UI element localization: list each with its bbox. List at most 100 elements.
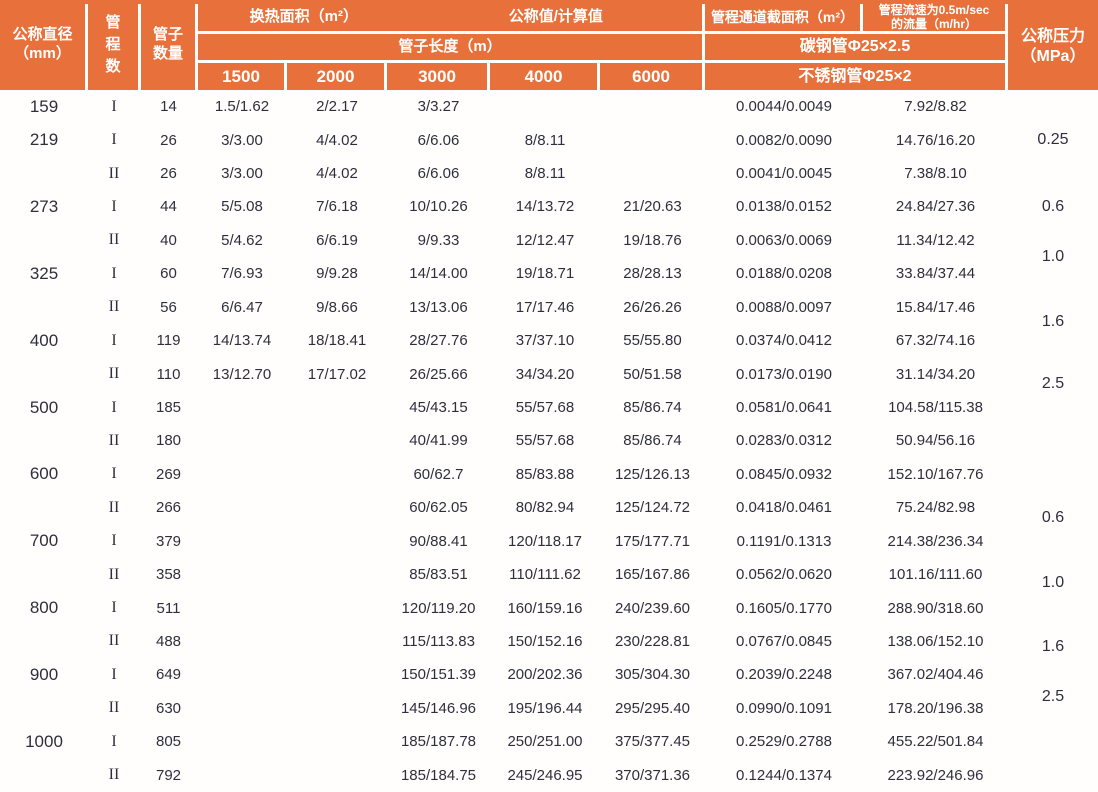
cell-diameter: 900 [29, 664, 59, 684]
cell-length-1500: 14/13.74 [212, 332, 272, 350]
cell-tube-count: 40 [160, 231, 177, 249]
cell-length-4000: 17/17.46 [515, 298, 575, 316]
cell-length-2000: 17/17.02 [307, 365, 367, 383]
cell-tube-count: 26 [160, 165, 177, 183]
cell-passes: II [108, 164, 120, 182]
cell-passes: II [108, 565, 120, 583]
cell-passes: I [111, 465, 117, 483]
cell-diameter: 325 [29, 263, 59, 283]
table-row: 400 I 119 14/13.74 18/18.41 28/27.76 37/… [0, 324, 1098, 357]
cell-length-6000: 370/371.36 [614, 766, 691, 784]
table-header: 公称直径 （mm） 管 程 数 管子 数量 换热面积（m²） 公称值/计算值 管… [0, 0, 1098, 90]
cell-tube-count: 358 [155, 566, 182, 584]
header-length-6000: 6000 [600, 63, 702, 90]
cell-length-4000: 195/196.44 [507, 699, 583, 717]
cell-tube-count: 60 [160, 265, 177, 283]
cell-flow: 31.14/34.20 [895, 365, 976, 383]
cell-cross-section: 0.0283/0.0312 [736, 432, 832, 450]
table-row: 500 I 185 45/43.15 55/57.68 85/86.74 0.0… [0, 391, 1098, 424]
cell-cross-section: 0.0188/0.0208 [736, 265, 832, 283]
cell-flow: 7.92/8.82 [904, 98, 967, 116]
cell-length-6000: 19/18.76 [623, 231, 682, 249]
cell-cross-section: 0.0044/0.0049 [736, 98, 832, 116]
table-row: II 40 5/4.62 6/6.19 9/9.33 12/12.47 19/1… [0, 224, 1098, 257]
cell-length-1500: 1.5/1.62 [214, 98, 270, 116]
cell-length-4000: 8/8.11 [524, 131, 566, 149]
cell-length-1500: 13/12.70 [212, 365, 272, 383]
cell-tube-count: 110 [156, 365, 181, 383]
cell-passes: I [111, 732, 117, 750]
cell-flow: 14.76/16.20 [895, 131, 976, 149]
table-row: 325 I 60 7/6.93 9/9.28 14/14.00 19/18.71… [0, 257, 1098, 290]
cell-length-4000: 80/82.94 [515, 499, 575, 517]
cell-flow: 104.58/115.38 [888, 399, 983, 416]
cell-passes: I [111, 264, 117, 282]
cell-length-3000: 40/41.99 [409, 432, 468, 450]
cell-diameter: 159 [29, 96, 59, 116]
cell-length-6000: 165/167.86 [614, 566, 691, 584]
header-cross-section: 管程通道截面积（m²） [705, 4, 860, 31]
cell-tube-count: 44 [160, 198, 177, 216]
cell-cross-section: 0.0173/0.0190 [736, 365, 832, 383]
cell-cross-section: 0.0418/0.0461 [736, 499, 832, 517]
cell-length-2000: 6/6.19 [316, 231, 358, 249]
cell-length-6000: 125/126.13 [614, 465, 691, 483]
cell-passes: I [111, 197, 117, 215]
cell-length-3000: 3/3.27 [417, 98, 460, 116]
cell-length-4000: 85/83.88 [515, 465, 575, 483]
cell-passes: II [108, 498, 120, 516]
cell-length-2000: 9/9.28 [316, 265, 358, 283]
cell-diameter: 273 [29, 196, 59, 216]
header-top-strip [0, 0, 1098, 4]
cell-cross-section: 0.0374/0.0412 [736, 332, 832, 350]
cell-passes: II [108, 632, 120, 650]
cell-flow: 288.90/318.60 [887, 599, 984, 617]
cell-length-2000: 18/18.41 [307, 332, 367, 350]
cell-length-6000: 28/28.13 [623, 265, 682, 283]
cell-passes: I [111, 331, 117, 349]
cell-flow: 11.34/12.42 [896, 231, 975, 249]
table-row: 159 I 14 1.5/1.62 2/2.17 3/3.27 0.0044/0… [0, 90, 1098, 123]
cell-length-6000: 240/239.60 [614, 599, 691, 617]
cell-length-2000: 2/2.17 [316, 98, 358, 116]
cell-flow: 33.84/37.44 [895, 265, 976, 283]
cell-passes: I [111, 532, 117, 550]
cell-tube-count: 630 [155, 699, 182, 717]
table-row: 800 I 511 120/119.20 160/159.16 240/239.… [0, 591, 1098, 624]
cell-length-3000: 120/119.20 [401, 599, 476, 617]
cell-tube-count: 180 [155, 432, 182, 450]
header-length-2000: 2000 [287, 63, 384, 90]
header-nominal-title: 公称值/计算值 [508, 8, 603, 26]
cell-flow: 455.22/501.84 [887, 733, 984, 751]
cell-flow: 24.84/27.36 [895, 198, 976, 216]
cell-length-6000: 175/177.71 [614, 532, 691, 550]
cell-tube-count: 269 [155, 465, 182, 483]
table-body: 159 I 14 1.5/1.62 2/2.17 3/3.27 0.0044/0… [0, 90, 1098, 792]
cell-length-4000: 160/159.16 [507, 599, 583, 617]
cell-flow: 152.10/167.76 [887, 465, 984, 483]
cell-length-3000: 185/184.75 [400, 766, 477, 784]
header-tube-length: 管子长度（m） [198, 34, 702, 60]
header-diameter: 公称直径 （mm） [0, 0, 85, 90]
cell-length-3000: 185/187.78 [400, 733, 477, 751]
cell-passes: I [111, 599, 117, 617]
cell-length-6000: 375/377.45 [614, 733, 691, 751]
cell-diameter: 800 [29, 598, 59, 618]
cell-length-1500: 5/4.62 [221, 231, 263, 249]
cell-tube-count: 14 [160, 98, 177, 116]
cell-passes: II [108, 231, 120, 249]
table-row: II 792 185/184.75 245/246.95 370/371.36 … [0, 758, 1098, 791]
cell-tube-count: 649 [155, 666, 182, 684]
cell-length-4000: 55/57.68 [515, 399, 575, 416]
cell-flow: 101.16/111.60 [888, 566, 983, 584]
cell-length-6000: 50/51.58 [623, 365, 682, 383]
cell-passes: II [108, 431, 120, 449]
header-length-3000: 3000 [387, 63, 487, 90]
cell-tube-count: 185 [155, 399, 182, 416]
cell-tube-count: 792 [155, 766, 182, 784]
cell-length-3000: 60/62.7 [413, 465, 464, 483]
cell-flow: 7.38/8.10 [904, 165, 967, 183]
cell-flow: 178.20/196.38 [887, 699, 984, 717]
cell-length-4000: 55/57.68 [515, 432, 575, 450]
cell-length-2000: 4/4.02 [316, 165, 358, 183]
